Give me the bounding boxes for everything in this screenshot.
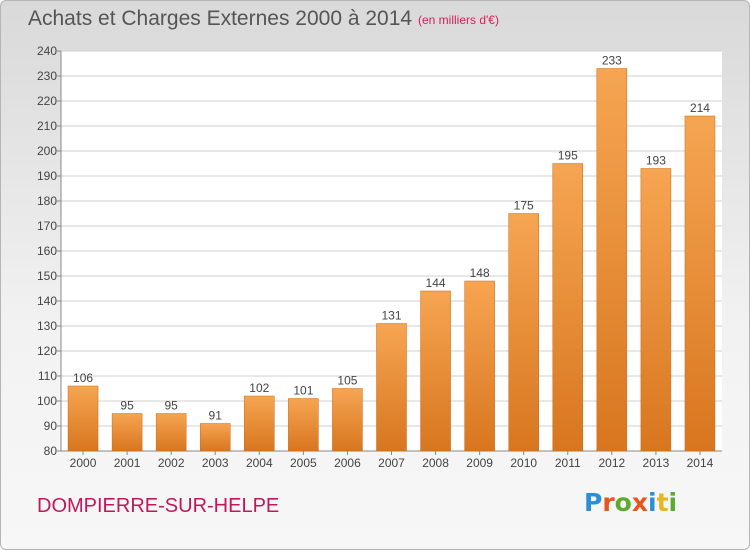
y-tick-label: 140 bbox=[37, 294, 57, 308]
x-tick-label-2003: 2003 bbox=[202, 456, 229, 470]
data-label-2014: 214 bbox=[690, 101, 710, 115]
bar-2008 bbox=[420, 290, 451, 452]
data-label-2005: 101 bbox=[293, 384, 313, 398]
chart-title: Achats et Charges Externes 2000 à 2014 bbox=[28, 7, 413, 30]
chart-subtitle: (en milliers d'€) bbox=[418, 13, 499, 27]
y-tick-label: 240 bbox=[37, 44, 57, 58]
x-tick-label-2006: 2006 bbox=[334, 456, 361, 470]
logo-letter: r bbox=[602, 488, 615, 517]
x-tick-label-2013: 2013 bbox=[643, 456, 670, 470]
logo-letter: x bbox=[631, 488, 648, 517]
data-label-2007: 131 bbox=[381, 309, 401, 323]
y-tick-label: 220 bbox=[37, 94, 57, 108]
data-label-2004: 102 bbox=[249, 381, 269, 395]
y-tick-label: 190 bbox=[37, 169, 57, 183]
y-tick-label: 90 bbox=[44, 419, 58, 433]
y-tick-label: 180 bbox=[37, 194, 57, 208]
y-tick-label: 130 bbox=[37, 319, 57, 333]
y-tick-label: 200 bbox=[37, 144, 57, 158]
y-tick-label: 120 bbox=[37, 344, 57, 358]
logo-letter: t bbox=[656, 488, 669, 517]
logo-letter: P bbox=[584, 488, 603, 517]
x-tick-label-2002: 2002 bbox=[158, 456, 185, 470]
data-label-2003: 91 bbox=[209, 409, 223, 423]
data-label-2009: 148 bbox=[470, 266, 490, 280]
bar-2002 bbox=[155, 413, 187, 452]
x-tick-label-2000: 2000 bbox=[70, 456, 97, 470]
bar-2004 bbox=[244, 395, 275, 452]
bar-2007 bbox=[376, 323, 407, 452]
x-tick-label-2014: 2014 bbox=[687, 456, 714, 470]
bar-2000 bbox=[67, 385, 99, 452]
logo-letter: i bbox=[668, 488, 678, 517]
x-tick-label-2001: 2001 bbox=[114, 456, 141, 470]
y-tick-label: 80 bbox=[44, 444, 58, 458]
x-tick-label-2010: 2010 bbox=[510, 456, 537, 470]
y-tick-label: 150 bbox=[37, 269, 57, 283]
y-tick-label: 110 bbox=[38, 369, 57, 383]
x-tick-label-2008: 2008 bbox=[422, 456, 449, 470]
x-tick-label-2004: 2004 bbox=[246, 456, 273, 470]
y-tick-label: 170 bbox=[37, 219, 57, 233]
bar-2013 bbox=[640, 168, 672, 452]
proxiti-logo: Proxiti bbox=[584, 488, 677, 517]
data-label-2002: 95 bbox=[164, 399, 178, 413]
data-label-2013: 193 bbox=[646, 154, 666, 168]
data-label-2006: 105 bbox=[337, 374, 357, 388]
data-label-2012: 233 bbox=[602, 54, 622, 68]
data-label-2011: 195 bbox=[558, 149, 578, 163]
y-tick-label: 230 bbox=[37, 69, 57, 83]
x-tick-label-2007: 2007 bbox=[378, 456, 405, 470]
x-tick-label-2011: 2011 bbox=[555, 456, 581, 470]
bar-2009 bbox=[464, 280, 495, 452]
y-tick-label: 210 bbox=[37, 119, 57, 133]
data-label-2008: 144 bbox=[426, 276, 446, 290]
logo-letter: o bbox=[614, 488, 632, 517]
data-label-2001: 95 bbox=[120, 399, 134, 413]
bar-2010 bbox=[508, 213, 539, 452]
bar-2003 bbox=[199, 423, 231, 452]
data-label-2000: 106 bbox=[73, 371, 93, 385]
y-tick-label: 100 bbox=[37, 394, 57, 408]
x-tick-label-2005: 2005 bbox=[290, 456, 317, 470]
x-tick-label-2012: 2012 bbox=[598, 456, 625, 470]
x-tick-label-2009: 2009 bbox=[466, 456, 493, 470]
logo-letter: i bbox=[648, 488, 657, 517]
bar-2011 bbox=[552, 163, 584, 452]
bar-2014 bbox=[684, 115, 716, 452]
bar-2012 bbox=[596, 68, 628, 452]
y-tick-label: 160 bbox=[37, 244, 57, 258]
bar-2005 bbox=[288, 398, 319, 452]
bar-2001 bbox=[111, 413, 143, 452]
bar-2006 bbox=[332, 388, 363, 452]
data-label-2010: 175 bbox=[514, 199, 534, 213]
commune-name: DOMPIERRE-SUR-HELPE bbox=[37, 495, 280, 517]
